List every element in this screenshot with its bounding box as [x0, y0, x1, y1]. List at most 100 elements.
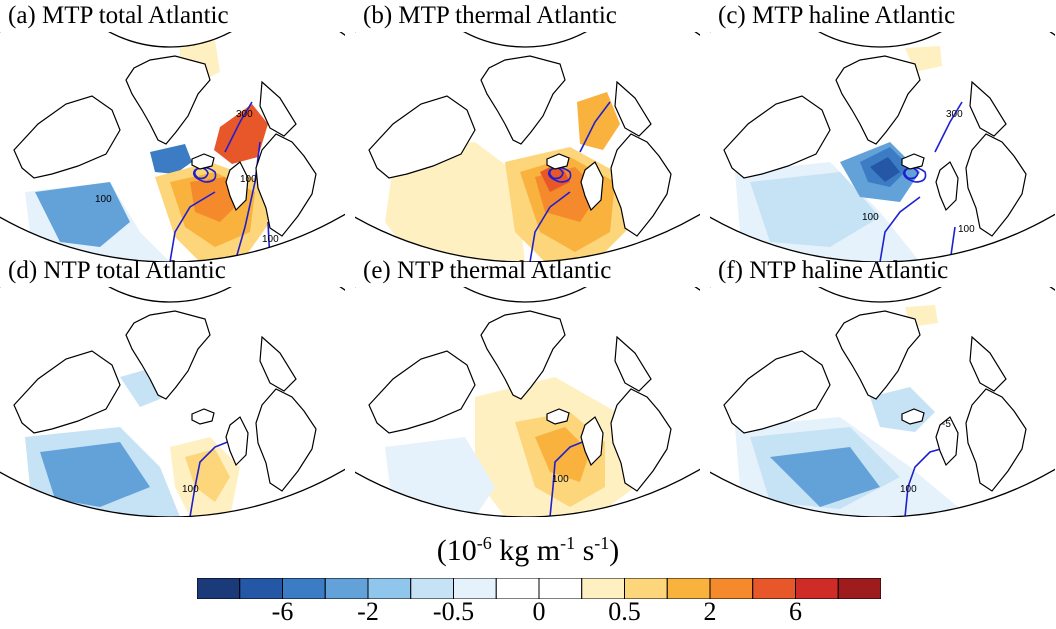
contour-line	[879, 196, 921, 262]
colorbar	[197, 578, 881, 599]
colorbar-segment	[581, 578, 625, 599]
colorbar-segment	[538, 578, 583, 599]
anomaly-region	[385, 437, 495, 517]
colorbar-segment	[709, 578, 754, 599]
colorbar-tick-label: 2	[703, 597, 717, 626]
landmass-british-isles	[580, 416, 604, 467]
contour-label: 100	[240, 174, 257, 185]
landmass-greenland	[125, 310, 211, 400]
landmass-scandinavia	[614, 335, 652, 392]
sector-map: 100	[0, 287, 345, 517]
landmass-scandinavia	[259, 80, 297, 137]
map-border	[0, 32, 345, 262]
map-border	[355, 287, 700, 517]
sector-map: 100	[355, 287, 700, 517]
landmass-iceland	[901, 408, 925, 425]
colorbar-tick-label: 0	[532, 597, 546, 626]
landmass-scandinavia	[969, 335, 1007, 392]
landmass-british-isles	[935, 161, 959, 212]
anomaly-region	[750, 172, 880, 247]
contour-line	[529, 191, 571, 262]
contour-line	[934, 101, 963, 153]
contour-line	[169, 191, 216, 262]
landmass-europe	[965, 388, 1027, 492]
landmass-canada	[368, 350, 476, 434]
contour-label: 100	[552, 474, 569, 485]
anomaly-region	[150, 144, 192, 174]
map-border	[710, 287, 1055, 517]
landmass-iceland	[546, 153, 570, 170]
colorbar-segment	[282, 578, 326, 599]
colorbar-segment	[367, 578, 412, 599]
landmass-british-isles	[935, 416, 959, 467]
landmass-europe	[255, 388, 317, 492]
contour-label: 100	[182, 484, 199, 495]
contour-line	[579, 101, 611, 153]
landmass-scandinavia	[969, 80, 1007, 137]
panel-title: (a) MTP total Atlantic	[8, 2, 229, 29]
landmass-british-isles	[225, 416, 249, 467]
contour-label: 100	[862, 212, 879, 223]
map-border	[710, 32, 1055, 262]
colorbar-segment	[837, 578, 881, 599]
landmass-greenland	[125, 55, 211, 145]
landmass-iceland	[191, 408, 215, 425]
colorbar-segment	[666, 578, 711, 599]
anomaly-region	[870, 157, 900, 182]
colorbar-tick-label: -0.5	[432, 597, 475, 626]
colorbar-tick-label: -2	[357, 597, 379, 626]
landmass-greenland	[835, 55, 921, 145]
map-border	[0, 287, 345, 517]
landmass-greenland	[480, 55, 566, 145]
landmass-scandinavia	[259, 335, 297, 392]
colorbar-segment	[324, 578, 369, 599]
contour-line	[224, 101, 253, 153]
contour-line	[549, 436, 596, 517]
sector-map: 300 100 100	[710, 32, 1055, 262]
colorbar-segment	[239, 578, 283, 599]
anomaly-region	[35, 182, 130, 247]
landmass-british-isles	[225, 161, 249, 212]
colorbar-segment	[410, 578, 454, 599]
anomaly-region	[214, 104, 268, 164]
contour-label: 300	[946, 109, 963, 120]
landmass-greenland	[835, 310, 921, 400]
contour-label: -5	[942, 419, 951, 430]
sector-map	[355, 32, 700, 262]
map-panel-ntp-thermal: (e) NTP thermal Atlantic 100	[355, 255, 700, 517]
map-panel-ntp-total: (d) NTP total Atlantic 100	[0, 255, 345, 517]
map-panel-mtp-haline: (c) MTP haline Atlantic 300 100 100	[710, 0, 1055, 262]
anomaly-region	[540, 162, 570, 192]
panel-title: (c) MTP haline Atlantic	[718, 2, 956, 29]
contour-label: 100	[95, 194, 112, 205]
panel-title: (b) MTP thermal Atlantic	[363, 2, 617, 29]
panel-title: (d) NTP total Atlantic	[8, 257, 226, 284]
landmass-british-isles	[580, 161, 604, 212]
landmass-canada	[368, 95, 476, 179]
map-border	[355, 32, 700, 262]
map-panel-mtp-total: (a) MTP total Atlantic 100 300 100 100	[0, 0, 345, 262]
colorbar-tick-label: -6	[271, 597, 294, 626]
colorbar-tick-label: 0.5	[608, 597, 641, 626]
map-panel-ntp-haline: (f) NTP haline Atlantic -5 100	[710, 255, 1055, 517]
landmass-canada	[723, 95, 831, 179]
contour-label: 100	[900, 484, 917, 495]
landmass-scandinavia	[614, 80, 652, 137]
map-panel-mtp-thermal: (b) MTP thermal Atlantic	[355, 0, 700, 262]
landmass-europe	[255, 133, 317, 237]
landmass-greenland	[480, 310, 566, 400]
contour-label: 300	[236, 109, 253, 120]
panel-title: (e) NTP thermal Atlantic	[363, 257, 612, 284]
landmass-canada	[13, 350, 121, 434]
anomaly-region	[385, 142, 525, 262]
anomaly-region	[185, 449, 230, 502]
landmass-canada	[13, 95, 121, 179]
colorbar-tick-label: 6	[789, 597, 802, 626]
contour-label: 100	[262, 234, 279, 245]
colorbar-title: (10-6 kg m-1 s-1)	[436, 533, 620, 567]
colorbar-segment	[795, 578, 839, 599]
anomaly-region	[770, 447, 880, 507]
sector-map: -5 100	[710, 287, 1055, 517]
anomaly-region	[40, 442, 150, 507]
panel-title: (f) NTP haline Atlantic	[718, 257, 949, 284]
